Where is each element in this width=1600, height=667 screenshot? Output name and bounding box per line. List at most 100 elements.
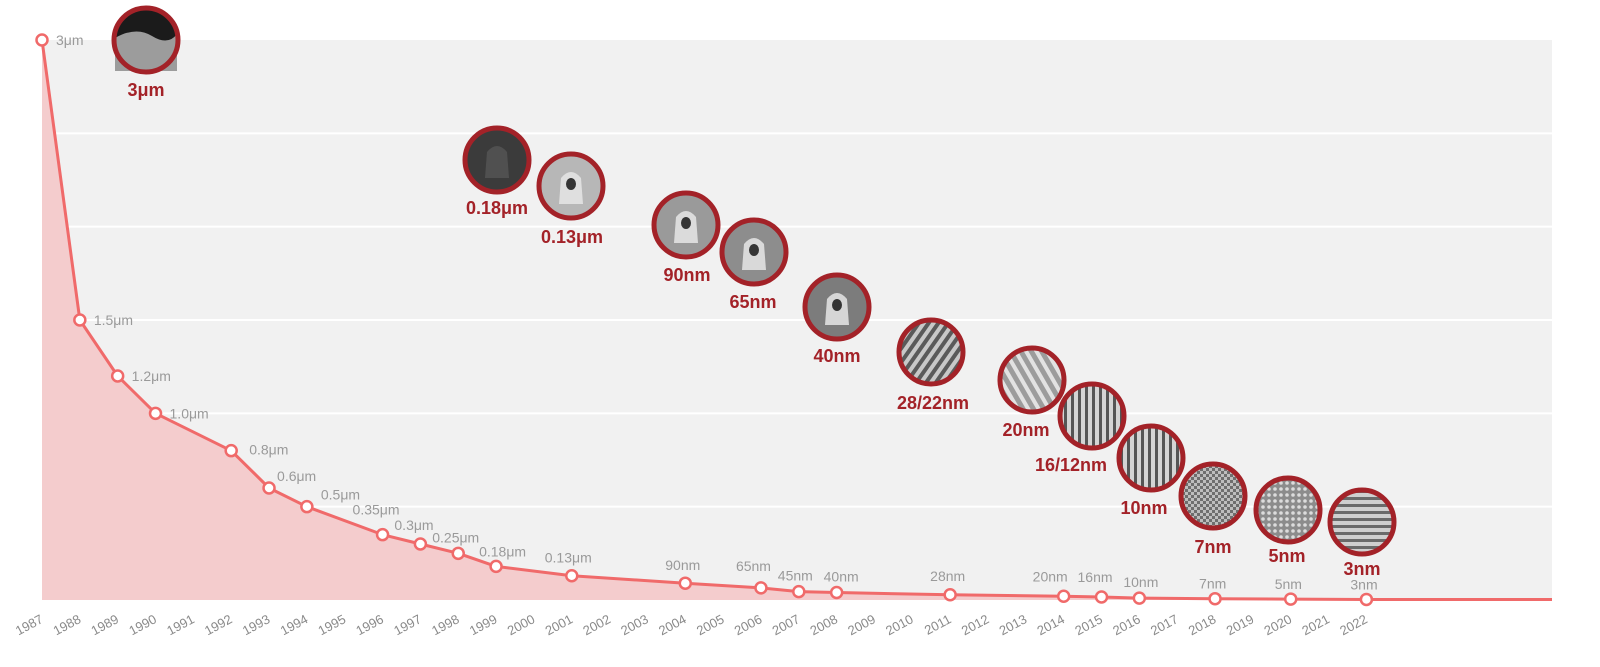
node-label: 3μm: [127, 80, 164, 100]
x-tick-label: 2001: [543, 611, 576, 638]
micrograph-icon: [1120, 427, 1182, 489]
x-tick-label: 1991: [164, 611, 197, 638]
x-tick-label: 2017: [1148, 611, 1181, 638]
x-tick-label: 2019: [1224, 611, 1257, 638]
micrograph-icon: [900, 321, 962, 383]
x-tick-label: 2007: [770, 611, 803, 638]
data-point-marker: [1094, 590, 1109, 604]
data-label: 0.6μm: [277, 468, 316, 484]
x-tick-label: 1992: [202, 611, 235, 638]
data-label: 16nm: [1078, 569, 1113, 585]
data-label: 40nm: [824, 569, 859, 585]
x-tick-label: 2002: [580, 611, 613, 638]
data-label: 1.5μm: [94, 312, 133, 328]
node-badge: 16/12nm: [1035, 381, 1127, 475]
data-point-marker: [943, 588, 957, 602]
point-layer: 3μm1.5μm1.2μm1.0μm0.8μm0.6μm0.5μm0.35μm0…: [35, 32, 1378, 607]
x-tick-label: 2016: [1110, 611, 1143, 638]
data-label: 45nm: [778, 568, 813, 584]
data-label: 1.2μm: [132, 368, 171, 384]
node-badge: 3nm: [1327, 487, 1397, 579]
x-tick-label: 2006: [732, 611, 765, 638]
node-ring: [111, 5, 181, 75]
gate-core-shape: [681, 217, 691, 229]
data-point-marker: [565, 568, 579, 583]
data-label: 1.0μm: [170, 405, 209, 421]
node-label: 40nm: [813, 346, 860, 366]
node-label: 10nm: [1120, 498, 1167, 518]
x-tick-label: 2004: [656, 611, 689, 638]
data-point-marker: [1056, 589, 1071, 604]
x-tick-label: 1990: [126, 611, 159, 638]
data-label: 0.35μm: [353, 502, 400, 518]
data-point-marker: [678, 576, 693, 590]
data-point-marker: [73, 313, 87, 327]
data-label: 0.13μm: [545, 550, 592, 566]
x-tick-label: 1993: [240, 611, 273, 638]
data-point-marker: [413, 537, 428, 551]
node-badge: 65nm: [719, 217, 789, 312]
data-label: 0.3μm: [394, 517, 433, 533]
data-point-marker: [375, 527, 390, 542]
data-label: 5nm: [1275, 576, 1302, 592]
data-point-marker: [35, 33, 49, 47]
node-badge: 28/22nm: [896, 317, 969, 413]
node-label: 0.13μm: [541, 227, 603, 247]
x-tick-label: 1987: [13, 611, 46, 638]
node-badge: 10nm: [1116, 423, 1186, 518]
gate-core-shape: [832, 299, 842, 311]
node-badge: 40nm: [802, 272, 872, 366]
micrograph-icon: [1257, 479, 1319, 541]
data-label: 7nm: [1199, 576, 1226, 592]
x-tick-label: 2020: [1262, 611, 1295, 638]
data-point-marker: [1359, 592, 1374, 607]
node-badge: 0.18μm: [462, 125, 532, 218]
series-line: [40, 39, 1552, 601]
micrograph-icon: [1061, 385, 1123, 447]
node-badge: 0.13μm: [536, 151, 606, 247]
data-label: 28nm: [930, 568, 965, 584]
x-tick-label: 2005: [694, 611, 727, 638]
x-tick-label: 1988: [51, 611, 84, 638]
x-tick-label: 2008: [807, 611, 840, 638]
x-tick-label: 2010: [883, 611, 916, 638]
data-label: 20nm: [1033, 568, 1068, 584]
node-ring: [1253, 475, 1323, 545]
data-point-marker: [829, 585, 844, 600]
data-point-marker: [148, 406, 163, 421]
gate-core-shape: [749, 244, 759, 256]
x-tick-label: 2011: [922, 611, 954, 637]
x-tick-label: 1997: [391, 611, 424, 638]
data-label: 3nm: [1350, 576, 1377, 592]
node-label: 28/22nm: [897, 393, 969, 413]
node-badge: 7nm: [1178, 461, 1248, 557]
data-point-marker: [489, 559, 503, 574]
node-ring: [802, 272, 872, 342]
node-label: 3nm: [1343, 559, 1380, 579]
node-ring: [896, 317, 966, 387]
node-badge: 90nm: [651, 190, 721, 285]
data-point-marker: [451, 546, 465, 561]
data-label: 90nm: [665, 557, 700, 573]
cross-section-shape: [115, 31, 177, 71]
x-tick-label: 1998: [429, 611, 462, 638]
data-label: 65nm: [736, 558, 771, 574]
x-tick-label: 2003: [618, 611, 651, 638]
node-label: 7nm: [1194, 537, 1231, 557]
x-tick-label: 2018: [1186, 611, 1219, 638]
x-axis-ticks: 1987 1988 1989 1990 1991 1992 1993 1994 1995 1996…: [13, 611, 1370, 638]
x-tick-label: 1999: [467, 611, 500, 638]
micrograph-icon: [1331, 491, 1393, 553]
data-label: 3μm: [56, 32, 84, 48]
x-tick-label: 2009: [845, 611, 878, 638]
x-tick-label: 1995: [316, 611, 349, 638]
x-tick-label: 1996: [353, 611, 386, 638]
x-tick-label: 2021: [1299, 611, 1332, 638]
data-point-marker: [300, 499, 314, 514]
x-tick-label: 1989: [89, 611, 122, 638]
node-label: 20nm: [1002, 420, 1049, 440]
node-ring: [536, 151, 606, 221]
x-tick-label: 1994: [278, 611, 311, 638]
node-ring: [1178, 461, 1248, 531]
data-label: 0.25μm: [432, 529, 479, 545]
